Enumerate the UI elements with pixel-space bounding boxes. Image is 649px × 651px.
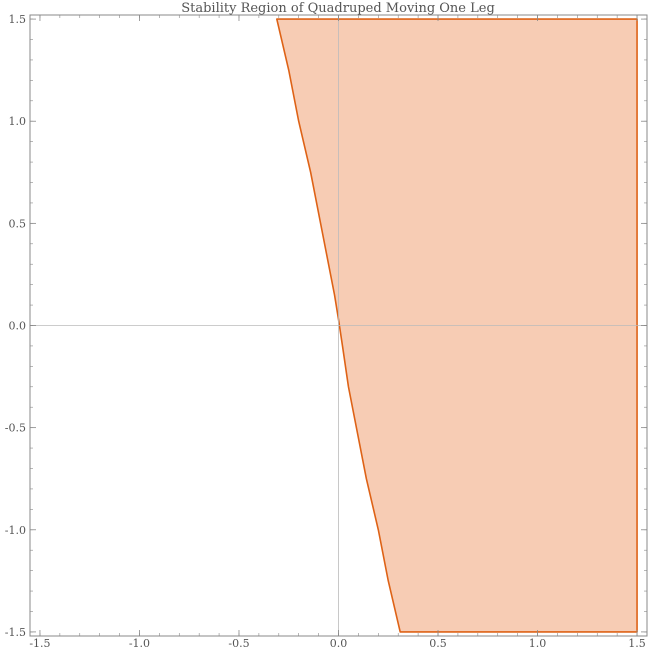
x-tick-label: 1.5 — [628, 637, 646, 650]
x-tick-label: -1.5 — [29, 637, 50, 650]
y-tick-label: 1.5 — [9, 13, 27, 26]
x-tick-label: 0.5 — [429, 637, 447, 650]
x-tick-label: 1.0 — [529, 637, 547, 650]
y-tick-label: -0.5 — [5, 422, 26, 435]
y-tick-label: -1.5 — [5, 626, 26, 639]
y-tick-label: 0.0 — [9, 320, 27, 333]
y-tick-label: 0.5 — [9, 217, 27, 230]
x-tick-label: -1.0 — [129, 637, 150, 650]
chart-title: Stability Region of Quadruped Moving One… — [181, 1, 495, 16]
x-tick-label: 0.0 — [330, 637, 348, 650]
y-tick-label: -1.0 — [5, 524, 26, 537]
y-tick-label: 1.0 — [9, 115, 27, 128]
x-tick-label: -0.5 — [228, 637, 249, 650]
